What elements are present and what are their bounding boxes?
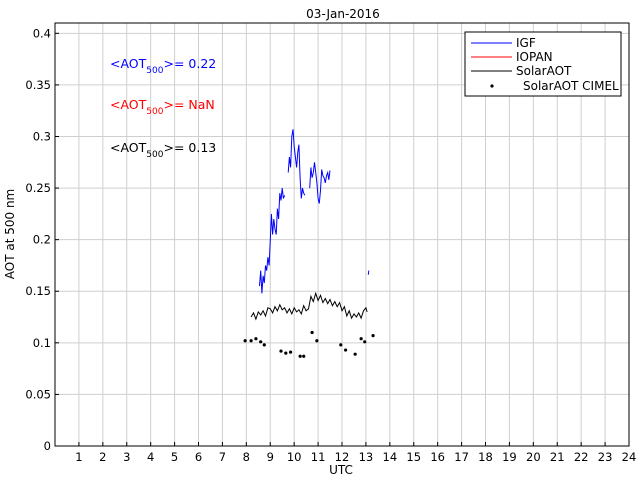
x-tick-label: 24 xyxy=(622,450,637,464)
y-tick-label: 0.4 xyxy=(33,26,51,40)
x-ticks: 1 2 3 4 5 6 7 8 9 10 11 12 13 14 15 16 17 18 19 20 21 22 23 24 xyxy=(75,442,636,464)
y-tick-label: 0 xyxy=(44,439,51,453)
series-igf-line xyxy=(287,129,306,199)
series-solaraot-cimel-point xyxy=(315,339,319,343)
annotation-value: >= 0.13 xyxy=(163,140,216,155)
chart-title: 03-Jan-2016 xyxy=(306,7,380,21)
series-solaraot-cimel-point xyxy=(371,334,375,338)
series-solaraot-cimel-point xyxy=(259,340,263,344)
series-solaraot-cimel-point xyxy=(249,339,253,343)
x-tick-label: 4 xyxy=(147,450,154,464)
x-tick-label: 21 xyxy=(550,450,565,464)
x-tick-label: 7 xyxy=(219,450,226,464)
y-axis-label: AOT at 500 nm xyxy=(3,189,17,279)
x-tick-label: 14 xyxy=(383,450,398,464)
annotation-subscript: 500 xyxy=(146,107,163,117)
x-tick-label: 16 xyxy=(430,450,445,464)
x-axis-label: UTC xyxy=(329,463,353,477)
annotation-value: >= 0.22 xyxy=(163,56,216,71)
series-solaraot-cimel-point xyxy=(288,350,293,354)
y-ticks: 0 0.05 0.1 0.15 0.2 0.25 0.3 0.35 0.4 xyxy=(25,26,59,453)
annotation-value: >= NaN xyxy=(163,97,214,112)
y-tick-label: 0.1 xyxy=(33,336,51,350)
y-tick-label: 0.25 xyxy=(25,181,51,195)
series-igf-line xyxy=(309,162,331,204)
x-tick-label: 11 xyxy=(311,450,326,464)
legend-marker xyxy=(490,84,494,88)
y-tick-label: 0.05 xyxy=(25,387,51,401)
series-solaraot-line xyxy=(250,291,368,321)
x-tick-label: 23 xyxy=(598,450,613,464)
series-solaraot-cimel-point xyxy=(353,352,357,356)
series-solaraot-cimel-point xyxy=(339,343,343,347)
annotation-subscript: 500 xyxy=(146,150,163,160)
series-solaraot-cimel-point xyxy=(310,330,314,335)
x-tick-label: 5 xyxy=(171,450,178,464)
legend-label: SolarAOT xyxy=(516,64,572,78)
series-solaraot-cimel-point xyxy=(343,348,348,352)
x-tick-label: 22 xyxy=(574,450,589,464)
mean-aot-annotation: <AOT500>= NaN xyxy=(110,97,215,117)
x-tick-label: 2 xyxy=(99,450,106,464)
series-solaraot-cimel-point xyxy=(279,349,283,353)
x-tick-label: 1 xyxy=(75,450,82,464)
x-tick-label: 10 xyxy=(287,450,302,464)
x-tick-label: 15 xyxy=(406,450,421,464)
grid xyxy=(55,23,629,446)
legend-label: IGF xyxy=(516,36,536,50)
x-tick-label: 13 xyxy=(359,450,374,464)
legend-label: SolarAOT CIMEL xyxy=(523,79,619,93)
series-igf-line xyxy=(367,270,370,275)
x-tick-label: 17 xyxy=(454,450,469,464)
x-tick-label: 12 xyxy=(335,450,350,464)
series-solaraot-cimel-point xyxy=(363,340,367,344)
x-tick-label: 19 xyxy=(502,450,517,464)
y-tick-label: 0.15 xyxy=(25,284,51,298)
series-solaraot-cimel-point xyxy=(254,337,258,341)
annotation-prefix: <AOT xyxy=(110,97,147,112)
x-tick-label: 18 xyxy=(478,450,493,464)
legend-label: IOPAN xyxy=(516,50,553,64)
annotation-prefix: <AOT xyxy=(110,140,147,155)
mean-aot-annotation: <AOT500>= 0.22 xyxy=(110,56,216,76)
data-layer xyxy=(243,129,375,358)
x-tick-label: 20 xyxy=(526,450,541,464)
series-solaraot-cimel-point xyxy=(359,337,363,341)
mean-aot-annotations: <AOT500>= 0.22<AOT500>= NaN<AOT500>= 0.1… xyxy=(110,56,216,160)
series-solaraot-cimel-point xyxy=(262,343,266,347)
annotation-subscript: 500 xyxy=(146,66,163,76)
y-tick-label: 0.2 xyxy=(33,233,51,247)
x-tick-label: 6 xyxy=(195,450,202,464)
series-solaraot-cimel-point xyxy=(302,354,306,358)
series-solaraot-cimel-point xyxy=(243,339,247,343)
annotation-prefix: <AOT xyxy=(110,56,147,71)
x-tick-label: 9 xyxy=(267,450,274,464)
y-tick-label: 0.35 xyxy=(25,78,51,92)
series-solaraot-cimel-point xyxy=(298,354,302,358)
x-tick-label: 8 xyxy=(243,450,250,464)
y-tick-label: 0.3 xyxy=(33,129,51,143)
series-igf-line xyxy=(259,188,286,294)
mean-aot-annotation: <AOT500>= 0.13 xyxy=(110,140,216,160)
series-solaraot-cimel-point xyxy=(284,351,288,355)
x-tick-label: 3 xyxy=(123,450,130,464)
